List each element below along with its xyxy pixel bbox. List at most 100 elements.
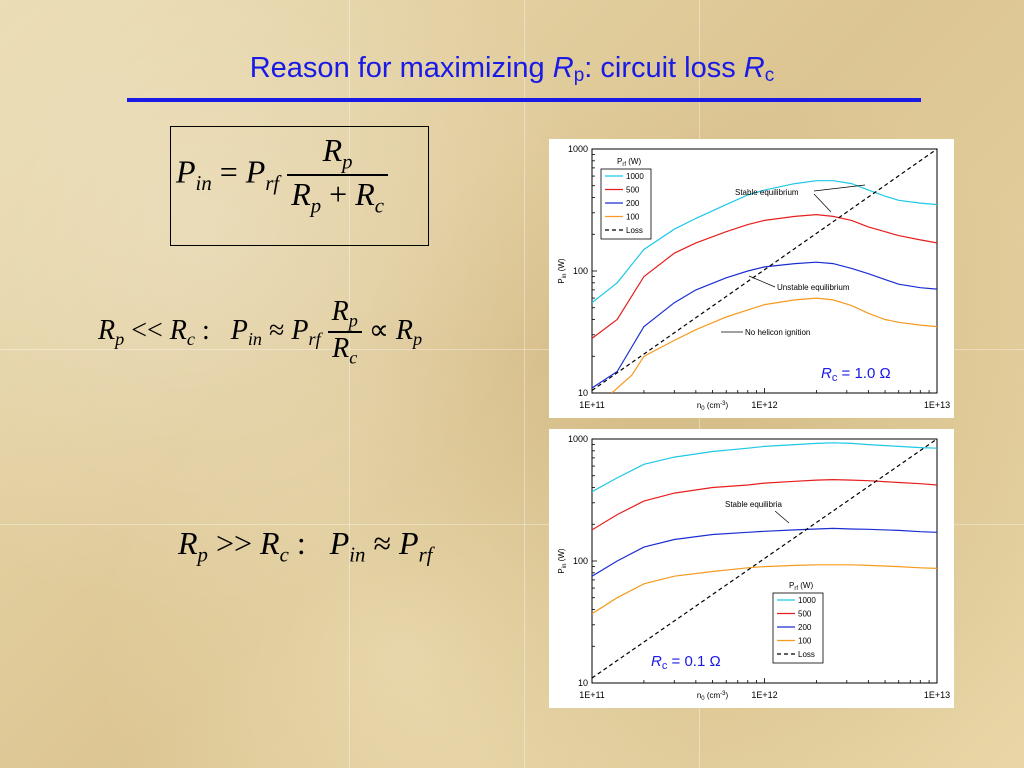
x-axis-label: n0 (cm-3) (697, 401, 729, 412)
eq3-rp-sub: p (197, 543, 208, 567)
x-tick-label: 1E+12 (751, 690, 777, 700)
legend-item-200: 200 (798, 623, 812, 632)
annotation-stable-equilibria: Stable equilibria (725, 500, 782, 509)
title-sub-p: p (573, 65, 585, 86)
plot-frame (591, 438, 938, 684)
eq2-prf-sub: rf (308, 329, 321, 350)
eq3-prf: P (399, 525, 419, 561)
rc-value-label: Rc = 1.0 Ω (821, 365, 891, 384)
eq3-rc-sub: c (279, 543, 289, 567)
eq2-prf: P (291, 314, 309, 346)
eq2-pin-sub: in (247, 329, 263, 350)
eq2-rc: R (169, 314, 187, 346)
eq2-denominator: Rc (327, 331, 362, 368)
eq1-p: P (245, 153, 266, 190)
eq3-pin-sub: in (349, 543, 366, 567)
series-line-500 (592, 478, 937, 531)
annotation-unstable: Unstable equilibrium (777, 283, 850, 292)
y-axis-label: Pin (W) (557, 258, 568, 283)
series-line-1000 (592, 180, 937, 304)
eq2-much-less: << (131, 314, 163, 346)
eq2-den-sub: c (349, 347, 358, 368)
legend-item-200: 200 (626, 199, 640, 208)
eq2-rp: R (98, 314, 116, 346)
eq3-rp: R (178, 525, 198, 561)
legend-item-500: 500 (626, 186, 640, 195)
title-mid: : circuit loss (584, 52, 744, 84)
eq2-den-r: R (332, 333, 350, 365)
eq1-den-r1: R (291, 176, 311, 213)
legend-item-1000: 1000 (798, 596, 816, 605)
y-tick-label: 10 (578, 388, 588, 398)
legend-box (600, 168, 652, 240)
x-tick-label: 1E+13 (924, 690, 950, 700)
eq1-lhs: P (176, 153, 196, 190)
title-var-r: R (552, 52, 574, 84)
eq2-num-sub: p (348, 310, 358, 331)
title-underline (127, 98, 921, 102)
eq2-num-r: R (331, 296, 349, 327)
tile-seam (349, 0, 350, 768)
slide-title: Reason for maximizing Rp: circuit loss R… (0, 52, 1024, 87)
eq2-rc-sub: c (186, 329, 195, 350)
legend-item-1000: 1000 (626, 172, 644, 181)
y-axis-label: Pin (W) (557, 548, 568, 573)
series-line-200 (592, 261, 937, 389)
eq1-equals: = (219, 153, 238, 190)
eq2-proportional: ∝ (368, 314, 389, 346)
legend-item-loss: Loss (626, 226, 643, 235)
eq3-rc: R (260, 525, 280, 561)
eq2-numerator: Rp (328, 296, 362, 331)
y-tick-label: 10 (578, 678, 588, 688)
chart-svg: 10 100 1000 1E+11 1E+12 1E+13 n0 (cm-3) Pin (W)… (557, 144, 950, 412)
eq1-fraction: Rp Rp + Rc (287, 132, 388, 219)
eq3-pin: P (329, 525, 350, 561)
title-sub-c: c (764, 65, 775, 86)
x-tick-label: 1E+11 (579, 690, 605, 700)
eq2-colon: : (201, 314, 210, 346)
legend-item-100: 100 (626, 213, 640, 222)
eq1-num-sub: p (342, 150, 353, 174)
eq1-num-r: R (322, 132, 343, 168)
eq3-approx: ≈ (373, 525, 392, 561)
title-var-r2: R (743, 52, 765, 84)
eq2-rp-sub: p (115, 329, 125, 350)
x-axis-label: n0 (cm-3) (697, 691, 729, 702)
annotation-arrow (813, 184, 866, 192)
eq1-den-sub2: c (374, 194, 384, 218)
eq2-fraction: Rp Rc (327, 296, 362, 369)
annotation-arrow (748, 275, 776, 288)
eq1-denominator: Rp + Rc (287, 174, 388, 218)
tile-seam (0, 524, 1024, 525)
eq1-numerator: Rp (287, 132, 388, 174)
eq3-much-greater: >> (215, 525, 253, 561)
y-tick-label: 1000 (568, 434, 588, 444)
annotation-no-ignition: No helicon ignition (745, 328, 810, 337)
legend-item-loss: Loss (798, 650, 815, 659)
eq3-prf-sub: rf (418, 543, 433, 567)
series-line-200 (592, 527, 937, 577)
x-tick-label: 1E+13 (924, 400, 950, 410)
chart-svg: 10 100 1000 1E+11 1E+12 1E+13 n0 (cm-3) Pin (W)… (557, 434, 950, 702)
legend-box (772, 592, 824, 664)
series-line-loss (592, 439, 937, 679)
eq2-approx: ≈ (269, 314, 285, 346)
equation-low-rp: Rp << Rc : Pin ≈ Prf Rp Rc ∝ Rp (98, 296, 422, 369)
eq1-den-sub1: p (310, 194, 322, 218)
title-prefix: Reason for maximizing (249, 52, 553, 84)
eq2-pin: P (230, 314, 248, 346)
series-line-100 (592, 564, 937, 615)
chart-rc-0-1: 10 100 1000 1E+11 1E+12 1E+13 n0 (cm-3) Pin (W)… (549, 429, 954, 708)
series-line-500 (592, 213, 937, 339)
chart-rc-1-0: 10 100 1000 1E+11 1E+12 1E+13 n0 (cm-3) Pin (W)… (549, 139, 954, 418)
eq1-p-sub: rf (265, 171, 280, 195)
series-line-1000 (592, 442, 937, 493)
eq2-r: R (395, 314, 413, 346)
equation-box (170, 126, 429, 246)
tile-seam (0, 349, 1024, 350)
y-tick-label: 1000 (568, 144, 588, 154)
x-tick-label: 1E+11 (579, 400, 605, 410)
legend-title: Prf (W) (617, 157, 641, 168)
y-tick-label: 100 (573, 556, 588, 566)
eq1-plus: + (329, 176, 348, 213)
